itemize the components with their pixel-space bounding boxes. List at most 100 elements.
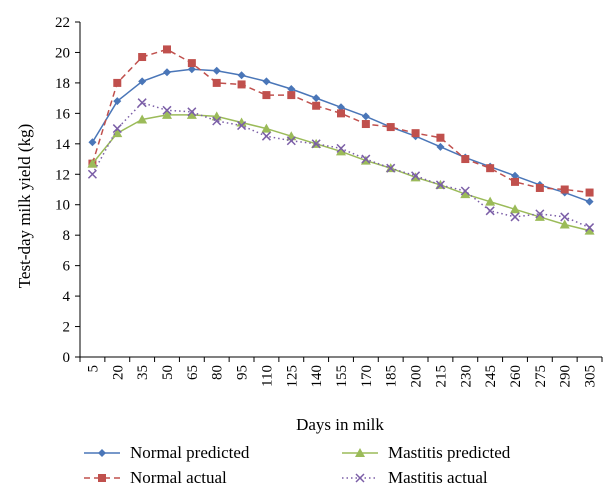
data-point (113, 97, 122, 106)
y-tick-label: 4 (63, 289, 71, 305)
data-point (87, 158, 98, 168)
data-point (435, 180, 445, 190)
legend-item-normal-actual: Normal actual (84, 468, 227, 487)
data-point (237, 80, 246, 89)
data-point (163, 68, 171, 77)
y-tick-label: 20 (55, 45, 70, 61)
data-point (138, 53, 147, 62)
data-point (337, 103, 345, 112)
x-tick-label: 200 (409, 365, 425, 388)
data-point (585, 223, 595, 233)
legend-marker (98, 449, 106, 457)
x-tick-label: 35 (135, 365, 151, 380)
data-point (535, 209, 545, 219)
data-point (88, 138, 97, 147)
data-point (510, 212, 520, 222)
data-point (486, 164, 495, 173)
data-point (485, 206, 495, 216)
x-tick-label: 155 (334, 365, 350, 388)
data-point (460, 186, 470, 196)
data-point (411, 171, 421, 181)
x-tick-label: 80 (210, 365, 226, 380)
legend-marker (355, 473, 365, 483)
x-tick-label: 140 (309, 365, 325, 388)
data-point (337, 109, 345, 118)
data-point (436, 133, 445, 142)
x-tick-label: 185 (384, 365, 400, 388)
data-point (584, 225, 595, 235)
x-tick-label: 215 (433, 365, 449, 388)
y-tick-label: 8 (63, 228, 71, 244)
x-tick-label: 125 (284, 365, 300, 388)
data-point (262, 77, 271, 86)
series-mastitis-predicted (87, 109, 595, 235)
data-point (511, 177, 519, 186)
x-tick-label: 170 (359, 365, 375, 388)
data-point (311, 139, 321, 149)
data-point (87, 169, 97, 179)
x-tick-label: 245 (483, 365, 499, 388)
data-point (386, 123, 395, 132)
data-point (286, 136, 296, 146)
data-point (336, 143, 346, 153)
y-tick-label: 0 (63, 350, 71, 366)
data-point (261, 123, 272, 133)
chart-legend: Normal predicted Normal actual Mastitis pr… (84, 443, 511, 487)
data-point (187, 65, 196, 74)
legend-marker (355, 448, 365, 457)
y-axis-ticks: 0 2 4 6 8 10 12 14 16 18 20 22 (55, 15, 80, 366)
data-point (534, 211, 545, 221)
y-tick-label: 16 (55, 106, 71, 122)
data-point (212, 116, 222, 126)
series-mastitis-actual (87, 98, 595, 233)
data-point (585, 197, 594, 206)
data-point (559, 219, 570, 229)
data-point (361, 112, 370, 121)
series-line (91, 48, 590, 194)
data-point (187, 107, 197, 117)
x-axis-ticks: 5 20 35 50 65 80 95 110 125 140 155 170 185 200 215 230… (79, 357, 603, 388)
data-point (585, 188, 594, 197)
y-tick-label: 12 (55, 167, 70, 183)
y-tick-label: 22 (55, 15, 70, 31)
x-tick-label: 20 (110, 365, 126, 380)
data-point (436, 142, 445, 151)
data-point (262, 91, 271, 100)
data-point (511, 171, 519, 180)
data-point (163, 45, 171, 54)
data-point (560, 185, 569, 194)
data-point (112, 124, 122, 134)
x-tick-label: 230 (458, 365, 474, 388)
x-tick-label: 110 (259, 365, 275, 387)
data-point (237, 121, 247, 131)
data-point (261, 131, 271, 141)
data-point (237, 71, 246, 80)
legend-item-normal-predicted: Normal predicted (84, 443, 250, 462)
legend-marker (98, 474, 106, 482)
y-axis-title: Test-day milk yield (kg) (15, 124, 34, 289)
data-point (312, 94, 321, 103)
data-point (386, 163, 396, 173)
x-tick-label: 275 (533, 365, 549, 388)
series-normal-actual (88, 45, 594, 197)
x-tick-label: 95 (235, 365, 251, 380)
y-tick-label: 10 (55, 198, 70, 214)
y-tick-label: 14 (55, 137, 71, 153)
legend-label: Mastitis actual (388, 468, 488, 487)
data-point (336, 146, 346, 156)
legend-label: Normal actual (130, 468, 227, 487)
data-point (287, 85, 296, 93)
legend-label: Normal predicted (130, 443, 250, 462)
legend-item-mastitis-actual: Mastitis actual (342, 468, 488, 487)
legend-item-mastitis-predicted: Mastitis predicted (342, 443, 511, 462)
y-tick-label: 2 (63, 320, 71, 336)
data-point (361, 154, 371, 164)
x-tick-label: 290 (558, 365, 574, 388)
data-point (485, 196, 496, 206)
data-point (287, 91, 296, 100)
data-point (212, 78, 221, 87)
x-tick-label: 5 (85, 365, 101, 373)
data-point (113, 78, 122, 87)
chart-axes (79, 22, 602, 358)
